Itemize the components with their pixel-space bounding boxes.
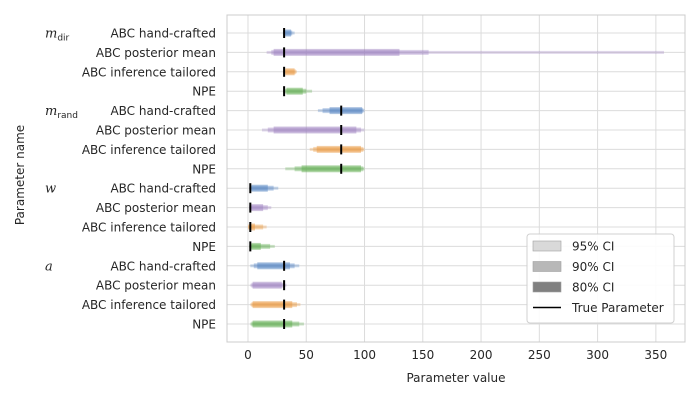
ci90-bar [250,185,274,191]
y-tick-label: ABC posterior mean [96,124,216,138]
ci95-bar [249,186,279,190]
ci80-bar [250,204,264,212]
y-tick-label: ABC posterior mean [96,201,216,215]
y-tick-label: ABC posterior mean [96,46,216,60]
plot-frame [226,14,686,343]
ci90-bar [271,49,429,55]
ci95-bar [261,128,365,132]
ci95-bar [282,89,313,93]
legend-box [526,233,675,324]
x-tick-label: 300 [586,348,609,362]
ci95-bar [250,303,301,307]
ci90-bar [322,108,364,114]
ci90-bar [284,69,296,75]
ci90-bar [284,88,307,94]
y-tick-label: NPE [192,318,216,332]
plot-border [226,14,686,343]
x-tick-label: 0 [244,348,252,362]
y-tick-label: NPE [192,85,216,99]
ci95-bar [250,322,304,326]
y-tick-label: ABC hand-crafted [110,182,216,196]
ci90-bar [313,146,364,152]
ci95-bar [266,50,665,54]
ci80-bar [252,281,282,289]
ci90-bar [247,224,264,230]
legend-swatch [532,281,562,293]
ci80-bar [316,145,362,153]
ci80-bar [252,320,293,328]
ci95-bar [249,206,272,210]
legend-label: 95% CI [572,240,614,254]
ci90-bar [267,127,362,133]
ci95-bar [309,147,365,151]
ci80-bar [329,107,363,115]
ci80-bar [301,165,362,173]
legend-label: True Parameter [571,301,664,315]
ci80-bar [251,242,261,250]
ci90-bar [251,282,285,288]
y-tick-label: NPE [192,240,216,254]
ci95-bar [285,167,365,171]
ci90-bar [250,243,271,249]
ci90-bar [253,263,295,269]
legend-label: 90% CI [572,260,614,274]
x-axis-ticks: 0 50 100 150 200 250 300 350 [244,348,667,362]
parameter-group-labels: mdir mrand w a [45,27,78,275]
ci80-bar [252,301,293,309]
ci90-bar [251,302,297,308]
x-tick-label: 100 [353,348,376,362]
ci90-bar [282,30,293,36]
ci95-bar [282,31,295,35]
ci80-bar [257,262,290,270]
y-axis-ticks: ABC hand-crafted ABC posterior mean ABC in… [82,27,216,332]
ci95-bar [250,283,287,287]
ci80-bar [285,68,295,76]
legend-swatch [532,261,562,272]
ci80-bar [286,87,303,95]
y-tick-label: NPE [192,162,216,176]
interval-bars [247,28,665,329]
ci80-bar [273,126,357,134]
y-axis-label: Parameter name [13,125,27,225]
ci80-bar [284,29,292,37]
ci95-bar [250,264,300,268]
x-axis-label: Parameter value [406,371,505,385]
ci90-bar [251,321,300,327]
ci90-bar [294,166,364,172]
ci80-bar [273,48,400,56]
legend-swatch [532,240,562,252]
y-tick-label: ABC hand-crafted [110,104,216,118]
y-tick-label: ABC hand-crafted [110,27,216,41]
y-tick-label: ABC inference tailored [82,65,216,79]
y-tick-label: ABC hand-crafted [110,259,216,273]
group-label: w [45,182,56,197]
ci90-bar [249,205,268,211]
x-tick-label: 50 [299,348,314,362]
group-label: mrand [45,104,78,121]
legend-label: 80% CI [572,281,614,295]
x-tick-label: 150 [411,348,434,362]
y-tick-label: ABC inference tailored [82,298,216,312]
y-tick-label: ABC inference tailored [82,143,216,157]
ci80-bar [249,223,255,231]
y-tick-label: ABC posterior mean [96,279,216,293]
ci95-bar [282,70,297,74]
ci95-bar [249,244,275,248]
ci95-bar [247,225,267,229]
legend: 95% CI 90% CI 80% CI True Parameter [526,233,675,324]
ci80-bar [251,184,268,192]
x-tick-label: 200 [470,348,493,362]
x-tick-label: 350 [644,348,667,362]
group-label: mdir [45,27,70,44]
y-tick-label: ABC inference tailored [82,221,216,235]
x-tick-label: 250 [528,348,551,362]
group-label: a [45,259,53,274]
